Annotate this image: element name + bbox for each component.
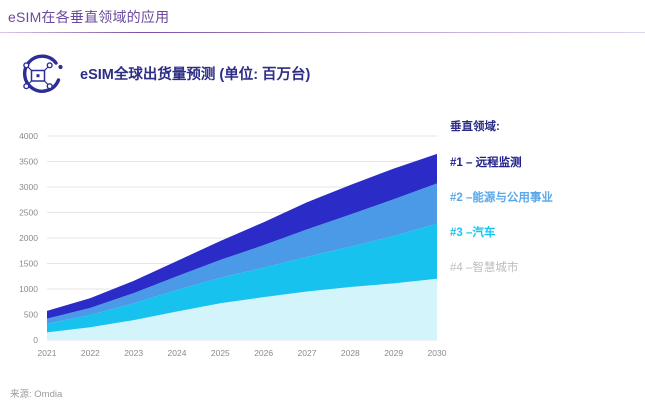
chart-legend: 垂直领域: #1 – 远程监测 #2 –能源与公用事业 #3 –汽车 #4 –智… bbox=[450, 118, 640, 294]
legend-title: 垂直领域: bbox=[450, 121, 500, 133]
page-title: eSIM在各垂直领域的应用 bbox=[8, 9, 170, 25]
chart-title-row: eSIM全球出货量预测 (单位: 百万台) bbox=[0, 52, 645, 98]
legend-item-smart-city[interactable]: #4 –智慧城市 bbox=[450, 262, 519, 274]
svg-text:2500: 2500 bbox=[19, 208, 38, 218]
page-header: eSIM在各垂直领域的应用 bbox=[0, 0, 645, 34]
svg-text:500: 500 bbox=[24, 310, 38, 320]
esim-chip-circle-icon bbox=[12, 54, 68, 98]
svg-text:2030: 2030 bbox=[428, 348, 447, 358]
area-band bbox=[47, 223, 437, 333]
svg-text:2025: 2025 bbox=[211, 348, 230, 358]
svg-text:2028: 2028 bbox=[341, 348, 360, 358]
svg-text:1000: 1000 bbox=[19, 284, 38, 294]
legend-item-energy-utilities[interactable]: #2 –能源与公用事业 bbox=[450, 192, 553, 204]
source-note: 来源: Omdia bbox=[10, 389, 63, 400]
svg-text:2024: 2024 bbox=[168, 348, 187, 358]
y-axis-ticks: 0 500 1000 1500 2000 2500 3000 3500 4000 bbox=[19, 131, 38, 345]
chart-area-series bbox=[47, 153, 437, 340]
area-band bbox=[47, 278, 437, 340]
svg-text:2000: 2000 bbox=[19, 233, 38, 243]
chart-container: 0 500 1000 1500 2000 2500 3000 3500 4000 2021 202… bbox=[0, 110, 645, 375]
svg-text:0: 0 bbox=[33, 335, 38, 345]
svg-text:2029: 2029 bbox=[384, 348, 403, 358]
legend-item-remote-monitoring[interactable]: #1 – 远程监测 bbox=[450, 157, 522, 169]
svg-text:1500: 1500 bbox=[19, 259, 38, 269]
svg-text:3500: 3500 bbox=[19, 157, 38, 167]
svg-text:2026: 2026 bbox=[254, 348, 273, 358]
svg-text:2022: 2022 bbox=[81, 348, 100, 358]
area-band bbox=[47, 153, 437, 319]
area-band bbox=[47, 183, 437, 324]
svg-text:3000: 3000 bbox=[19, 182, 38, 192]
legend-item-automotive[interactable]: #3 –汽车 bbox=[450, 227, 496, 239]
svg-text:2023: 2023 bbox=[124, 348, 143, 358]
chart-title: eSIM全球出货量预测 (单位: 百万台) bbox=[80, 67, 311, 83]
svg-text:2021: 2021 bbox=[38, 348, 57, 358]
svg-text:4000: 4000 bbox=[19, 131, 38, 141]
svg-text:2027: 2027 bbox=[298, 348, 317, 358]
header-divider bbox=[0, 32, 645, 33]
x-axis-ticks: 2021 2022 2023 2024 2025 2026 2027 2028 2029 2030 bbox=[38, 348, 447, 358]
